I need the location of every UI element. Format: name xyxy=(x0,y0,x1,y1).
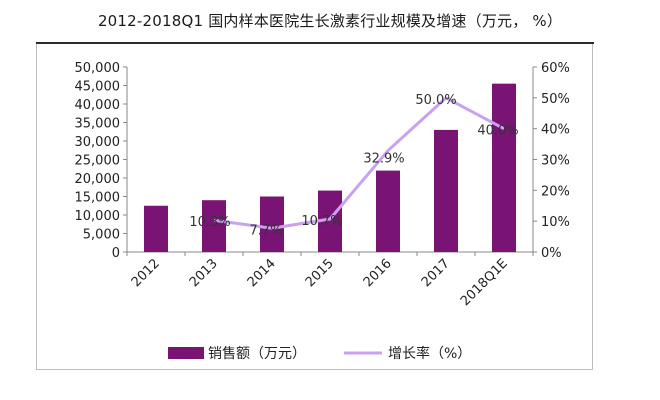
bar xyxy=(260,196,284,252)
bar xyxy=(144,205,168,252)
chart-title: 2012-2018Q1 国内样本医院生长激素行业规模及增速（万元， %） xyxy=(97,12,563,30)
x-tick-label: 2017 xyxy=(419,256,453,290)
legend-swatch-bar xyxy=(168,347,204,359)
y-left-tick-label: 25,000 xyxy=(75,154,121,169)
growth-data-label: 7.7% xyxy=(249,223,282,238)
plot-area: 0 5,000 10,000 15,000 20,000 25,000 30,000 35,0… xyxy=(75,61,570,309)
legend-label-bar: 销售额（万元） xyxy=(208,346,306,362)
x-tick-label: 2013 xyxy=(187,256,221,290)
x-tick-label: 2018Q1E xyxy=(458,256,511,309)
legend-label-line: 增长率（%） xyxy=(388,345,471,362)
y-left-tick-label: 35,000 xyxy=(75,117,121,132)
y-left-tick-label: 45,000 xyxy=(75,80,121,95)
bar xyxy=(434,129,458,252)
y-left-tick-label: 30,000 xyxy=(75,135,121,150)
x-tick-label: 2016 xyxy=(361,256,395,290)
bar xyxy=(202,200,226,252)
y-left-tick-label: 5,000 xyxy=(83,228,120,243)
growth-data-label: 50.0% xyxy=(415,93,456,108)
y-right-tick-label: 0% xyxy=(541,246,562,261)
y-left-tick-label: 40,000 xyxy=(75,98,121,113)
y-left-tick-label: 10,000 xyxy=(75,209,121,224)
bar xyxy=(492,83,516,253)
growth-data-label: 10.3% xyxy=(189,215,230,230)
y-right-tick-label: 30% xyxy=(541,154,570,169)
growth-line xyxy=(213,96,505,230)
legend: 销售额（万元） 增长率（%） xyxy=(168,345,471,362)
growth-data-label: 32.9% xyxy=(363,152,404,167)
y-left-tick-label: 20,000 xyxy=(75,172,121,187)
x-tick-label: 2015 xyxy=(303,256,337,290)
y-left-tick-label: 15,000 xyxy=(75,191,121,206)
bar xyxy=(376,170,400,252)
title-rule xyxy=(36,42,594,44)
chart-frame xyxy=(36,44,593,370)
y-right-tick-label: 50% xyxy=(541,92,570,107)
growth-data-label: 10.7% xyxy=(301,214,342,229)
y-right-tick-label: 20% xyxy=(541,184,570,199)
y-left-tick-label: 0 xyxy=(112,246,120,261)
y-right-tick-label: 40% xyxy=(541,123,570,138)
x-tick-label: 2012 xyxy=(129,256,163,290)
x-tick-label: 2014 xyxy=(245,256,279,290)
y-right-tick-label: 10% xyxy=(541,215,570,230)
y-left-tick-label: 50,000 xyxy=(75,61,121,76)
y-right-tick-label: 60% xyxy=(541,61,570,76)
growth-data-label: 40.0% xyxy=(477,124,518,139)
